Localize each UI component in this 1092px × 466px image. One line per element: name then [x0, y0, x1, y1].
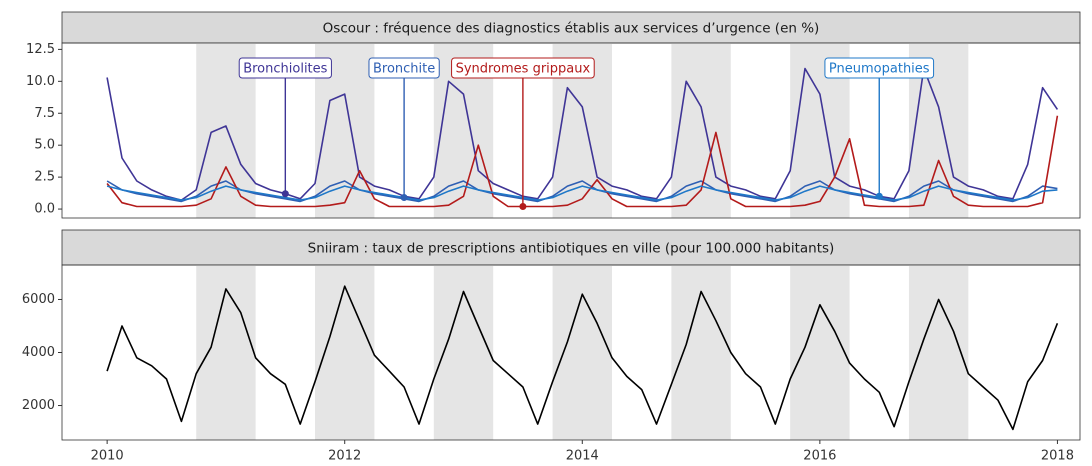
annotation-box [824, 57, 935, 79]
series-line [106, 185, 1058, 201]
y-tick-label: 5.0 [34, 138, 55, 153]
y-tick-label: 4000 [22, 345, 55, 360]
plot-frame [61, 42, 1081, 219]
y-tick-label: 0.0 [34, 202, 55, 217]
panel-title: Sniiram : taux de prescriptions antibiot… [308, 241, 835, 257]
annotation-text: Bronchiolites [243, 62, 327, 77]
x-tick-label: 2014 [566, 449, 599, 464]
y-tick-label: 12.5 [26, 42, 55, 57]
series-line [106, 285, 1059, 431]
annotation-point [519, 203, 527, 211]
shaded-period [552, 265, 612, 440]
x-tick-label: 2012 [328, 449, 361, 464]
y-tick-label: 7.5 [34, 106, 55, 121]
annotation-box [451, 57, 595, 79]
annotation-text: Syndromes grippaux [456, 62, 591, 77]
annotation-point [400, 194, 408, 202]
y-tick-label: 2.5 [34, 170, 55, 185]
shaded-period [196, 265, 256, 440]
annotation-label: Bronchite [368, 57, 440, 79]
annotation-text: Bronchite [373, 62, 435, 77]
annotation-label: Syndromes grippaux [451, 57, 595, 79]
series-line [106, 115, 1059, 208]
annotation-point [875, 192, 883, 200]
x-tick-label: 2010 [91, 449, 124, 464]
annotation-box [368, 57, 440, 79]
y-tick-label: 6000 [22, 292, 55, 307]
plot-frame [61, 264, 1081, 441]
annotation-label: Bronchiolites [238, 57, 332, 79]
strip [61, 229, 1081, 266]
annotation-text: Pneumopathies [829, 62, 930, 77]
y-tick-label: 10.0 [26, 74, 55, 89]
shaded-period [908, 265, 969, 440]
strip [61, 11, 1081, 44]
shaded-period [790, 265, 850, 440]
annotation-point [281, 190, 289, 198]
annotation-label: Pneumopathies [824, 57, 935, 79]
y-tick-label: 2000 [22, 398, 55, 413]
x-tick-label: 2016 [803, 449, 836, 464]
annotation-box [238, 57, 332, 79]
x-tick-label: 2018 [1041, 449, 1074, 464]
panel-title: Oscour : fréquence des diagnostics établ… [323, 21, 820, 37]
series-line [106, 67, 1059, 201]
